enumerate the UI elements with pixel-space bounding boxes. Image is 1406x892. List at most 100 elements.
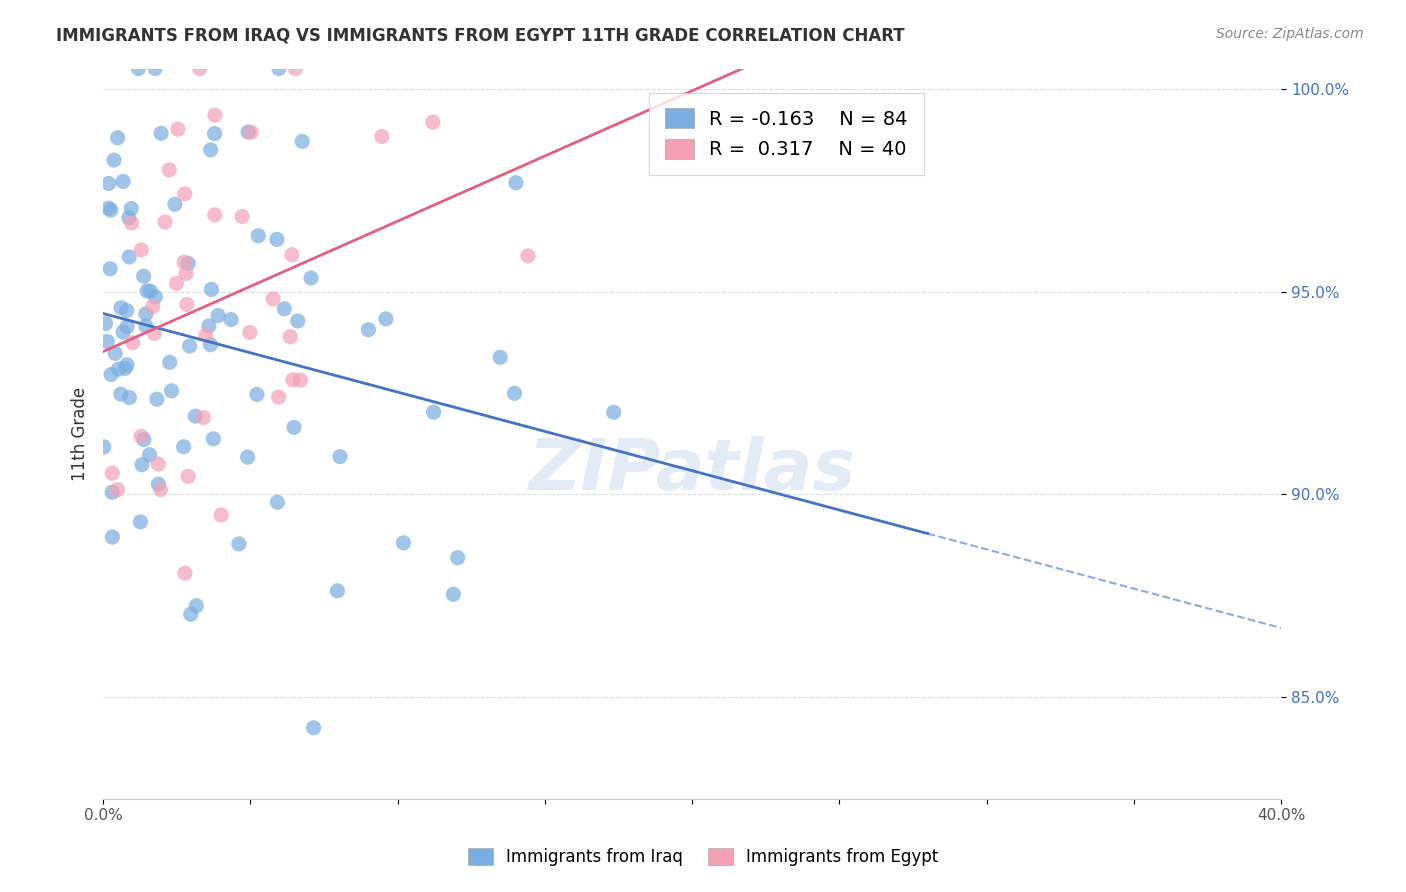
- Point: [129, 429, 152, 443]
- Point: [98, 261, 121, 276]
- Point: [136, 284, 159, 298]
- Point: [110, 301, 132, 315]
- Point: [148, 457, 170, 471]
- Point: [143, 62, 166, 76]
- Point: [177, 256, 200, 270]
- Point: [209, 508, 232, 522]
- Point: [153, 215, 176, 229]
- Point: [148, 477, 170, 491]
- Point: [392, 536, 415, 550]
- Point: [207, 309, 229, 323]
- Point: [238, 125, 260, 139]
- Point: [101, 466, 124, 480]
- Point: [149, 483, 172, 497]
- Point: [177, 469, 200, 483]
- Point: [121, 216, 143, 230]
- Point: [231, 210, 253, 224]
- Point: [118, 211, 141, 225]
- Point: [165, 277, 187, 291]
- Point: [602, 405, 624, 419]
- Point: [194, 328, 217, 343]
- Point: [173, 255, 195, 269]
- Point: [100, 202, 122, 217]
- Point: [188, 62, 211, 76]
- Point: [503, 386, 526, 401]
- Text: ZIPatlas: ZIPatlas: [529, 435, 856, 505]
- Point: [193, 410, 215, 425]
- Point: [200, 143, 222, 157]
- Point: [204, 127, 226, 141]
- Point: [246, 387, 269, 401]
- Point: [673, 109, 696, 123]
- Point: [104, 346, 127, 360]
- Point: [112, 174, 135, 188]
- Legend: Immigrants from Iraq, Immigrants from Egypt: Immigrants from Iraq, Immigrants from Eg…: [460, 840, 946, 875]
- Point: [176, 297, 198, 311]
- Point: [291, 134, 314, 148]
- Point: [121, 335, 143, 350]
- Point: [198, 318, 221, 333]
- Point: [262, 292, 284, 306]
- Point: [131, 458, 153, 472]
- Point: [329, 450, 352, 464]
- Point: [115, 319, 138, 334]
- Point: [94, 317, 117, 331]
- Point: [174, 267, 197, 281]
- Point: [273, 301, 295, 316]
- Point: [118, 250, 141, 264]
- Point: [97, 201, 120, 215]
- Point: [159, 355, 181, 369]
- Text: IMMIGRANTS FROM IRAQ VS IMMIGRANTS FROM EGYPT 11TH GRADE CORRELATION CHART: IMMIGRANTS FROM IRAQ VS IMMIGRANTS FROM …: [56, 27, 905, 45]
- Point: [371, 129, 394, 144]
- Point: [302, 721, 325, 735]
- Point: [145, 290, 167, 304]
- Point: [267, 62, 290, 76]
- Point: [160, 384, 183, 398]
- Point: [299, 271, 322, 285]
- Point: [132, 433, 155, 447]
- Point: [200, 282, 222, 296]
- Point: [120, 202, 142, 216]
- Point: [129, 243, 152, 257]
- Point: [138, 448, 160, 462]
- Y-axis label: 11th Grade: 11th Grade: [72, 386, 89, 481]
- Point: [93, 440, 115, 454]
- Text: Source: ZipAtlas.com: Source: ZipAtlas.com: [1216, 27, 1364, 41]
- Point: [184, 409, 207, 423]
- Point: [101, 485, 124, 500]
- Point: [266, 232, 288, 246]
- Point: [143, 326, 166, 341]
- Point: [173, 440, 195, 454]
- Point: [236, 450, 259, 464]
- Point: [200, 337, 222, 351]
- Point: [163, 197, 186, 211]
- Point: [267, 390, 290, 404]
- Point: [290, 373, 312, 387]
- Point: [505, 176, 527, 190]
- Point: [422, 115, 444, 129]
- Point: [278, 329, 301, 343]
- Point: [150, 126, 173, 140]
- Point: [107, 362, 129, 376]
- Point: [146, 392, 169, 407]
- Point: [228, 537, 250, 551]
- Point: [180, 607, 202, 622]
- Legend: R = -0.163    N = 84, R =  0.317    N = 40: R = -0.163 N = 84, R = 0.317 N = 40: [650, 93, 924, 175]
- Point: [97, 177, 120, 191]
- Point: [357, 323, 380, 337]
- Point: [219, 312, 242, 326]
- Point: [135, 318, 157, 333]
- Point: [186, 599, 208, 613]
- Point: [239, 326, 262, 340]
- Point: [283, 420, 305, 434]
- Point: [127, 62, 149, 76]
- Point: [284, 62, 307, 76]
- Point: [281, 248, 304, 262]
- Point: [132, 269, 155, 284]
- Point: [115, 303, 138, 318]
- Point: [287, 314, 309, 328]
- Point: [142, 300, 165, 314]
- Point: [489, 351, 512, 365]
- Point: [114, 361, 136, 376]
- Point: [103, 153, 125, 167]
